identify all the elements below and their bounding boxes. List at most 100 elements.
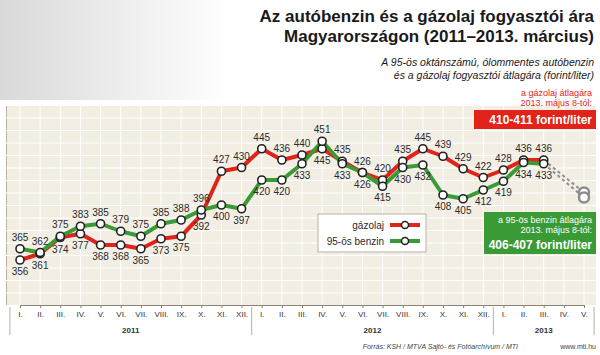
data-label: 434: [515, 169, 532, 180]
series-marker: [419, 161, 427, 169]
series-marker: [318, 137, 326, 145]
annotation: a 95-ös benzin átlagára2013. május 8-tól…: [484, 212, 596, 254]
x-tick: IV.: [560, 305, 569, 319]
x-tick: XI.: [459, 305, 469, 319]
annotation: a gázolaj átlagára2013. május 8-tól:410-…: [474, 88, 596, 129]
series-marker: [459, 195, 467, 203]
data-label: 435: [334, 144, 351, 155]
subtitle: és a gázolaj fogyasztói átlagára (forint…: [394, 69, 594, 81]
data-label: 415: [374, 192, 391, 203]
x-tick-label: VII.: [377, 310, 389, 319]
data-label: 445: [415, 132, 432, 143]
x-tick-mark: [322, 305, 323, 308]
x-tick-label: V.: [98, 310, 105, 319]
data-label: 392: [193, 221, 210, 232]
y-grid-line: [6, 293, 596, 294]
x-tick-mark: [443, 305, 444, 308]
x-tick-mark: [383, 305, 384, 308]
data-label: 436: [535, 143, 552, 154]
x-tick: XI.: [217, 305, 227, 319]
x-tick: VIII.: [396, 305, 410, 319]
series-marker: [16, 256, 24, 264]
x-tick-mark: [463, 305, 464, 308]
series-marker: [278, 156, 286, 164]
year-labels: 2011 2012 2013: [10, 307, 594, 335]
series-marker: [479, 174, 487, 182]
x-tick: XII.: [478, 305, 490, 319]
x-tick-label: III.: [298, 310, 307, 319]
x-tick-mark: [242, 305, 243, 308]
y-tick: [6, 280, 596, 281]
series-marker: [298, 160, 306, 168]
series-marker: [379, 182, 387, 190]
series-marker: [97, 241, 105, 249]
annotation-point: [579, 193, 589, 203]
series-marker: [238, 205, 246, 213]
data-label: 388: [173, 203, 190, 214]
x-tick-mark: [403, 305, 404, 308]
series-marker: [258, 176, 266, 184]
data-label: 400: [213, 211, 230, 222]
data-label: 365: [12, 232, 29, 243]
x-tick: III.: [298, 305, 307, 319]
source: Forrás: KSH / MTVA Sajtó- és Fotóarchívu…: [363, 343, 518, 351]
x-tick: VII.: [377, 305, 389, 319]
data-label: 432: [415, 171, 432, 182]
x-tick-label: X.: [440, 310, 448, 319]
data-label: 385: [92, 207, 109, 218]
x-tick: IV.: [318, 305, 327, 319]
series-marker: [238, 164, 246, 172]
x-tick-label: I.: [260, 310, 264, 319]
y-grid-line: [6, 268, 596, 269]
annotation-text: 2013. május 8-tól:: [520, 225, 592, 235]
x-tick-mark: [524, 305, 525, 308]
series-line: [20, 141, 544, 252]
x-tick-label: XI.: [217, 310, 227, 319]
series-marker: [157, 235, 165, 243]
series-marker: [217, 167, 225, 175]
website: www.mti.hu: [559, 343, 596, 350]
x-tick-mark: [121, 305, 122, 308]
x-tick-mark: [282, 305, 283, 308]
x-tick: III.: [56, 305, 65, 319]
data-label: 436: [274, 143, 291, 154]
data-label: 426: [354, 156, 371, 167]
x-tick: X.: [198, 305, 206, 319]
x-tick-label: IX.: [418, 310, 428, 319]
series-marker: [298, 151, 306, 159]
x-tick-mark: [564, 305, 565, 308]
series-marker: [459, 165, 467, 173]
data-label: 377: [72, 240, 89, 251]
data-label: 422: [475, 161, 492, 172]
y-grid-line: [6, 305, 596, 306]
data-label: 435: [394, 144, 411, 155]
x-tick-mark: [503, 305, 504, 308]
series-marker: [137, 232, 145, 240]
data-label: 445: [253, 132, 270, 143]
data-label: 420: [374, 163, 391, 174]
data-label: 375: [133, 219, 150, 230]
year-separator: [9, 307, 10, 335]
year-separator: [251, 307, 252, 335]
data-label: 445: [314, 155, 331, 166]
data-label: 385: [153, 207, 170, 218]
x-tick-mark: [60, 305, 61, 308]
year-label: 2011: [122, 326, 140, 335]
data-label: 396: [193, 193, 210, 204]
x-tick-label: V.: [339, 310, 346, 319]
series-marker: [439, 191, 447, 199]
series-marker: [197, 206, 205, 214]
series-marker: [499, 177, 507, 185]
data-label: 430: [233, 151, 250, 162]
x-tick-mark: [362, 305, 363, 308]
x-tick-label: XI.: [459, 310, 469, 319]
series-marker: [56, 232, 64, 240]
year-label: 2012: [364, 326, 382, 335]
year-label: 2013: [535, 326, 553, 335]
series-marker: [97, 220, 105, 228]
annotation-text: a gázolaj átlagára: [521, 88, 592, 98]
x-tick: VII.: [135, 305, 147, 319]
series-marker: [117, 241, 125, 249]
data-label: 361: [32, 260, 49, 271]
series-marker: [36, 249, 44, 257]
